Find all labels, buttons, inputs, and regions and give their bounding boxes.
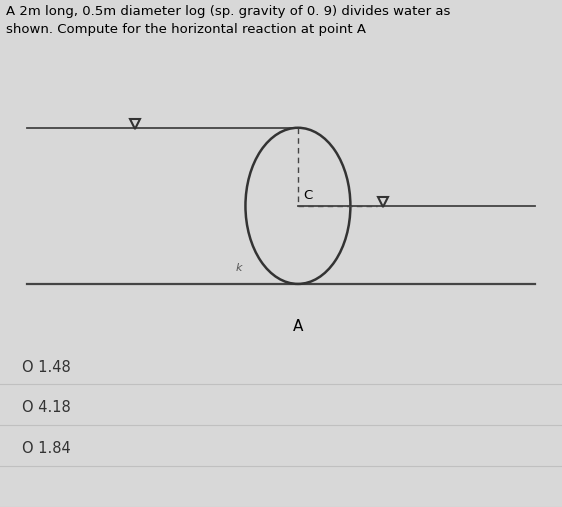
- Text: C: C: [303, 189, 312, 202]
- Text: A: A: [293, 319, 303, 334]
- Text: A 2m long, 0.5m diameter log (sp. gravity of 0. 9) divides water as: A 2m long, 0.5m diameter log (sp. gravit…: [6, 6, 450, 18]
- Text: O 4.18: O 4.18: [22, 401, 71, 415]
- Text: O 1.48: O 1.48: [22, 359, 71, 375]
- Text: k: k: [235, 263, 242, 273]
- Text: shown. Compute for the horizontal reaction at point A: shown. Compute for the horizontal reacti…: [6, 23, 366, 36]
- Text: O 1.84: O 1.84: [22, 442, 71, 456]
